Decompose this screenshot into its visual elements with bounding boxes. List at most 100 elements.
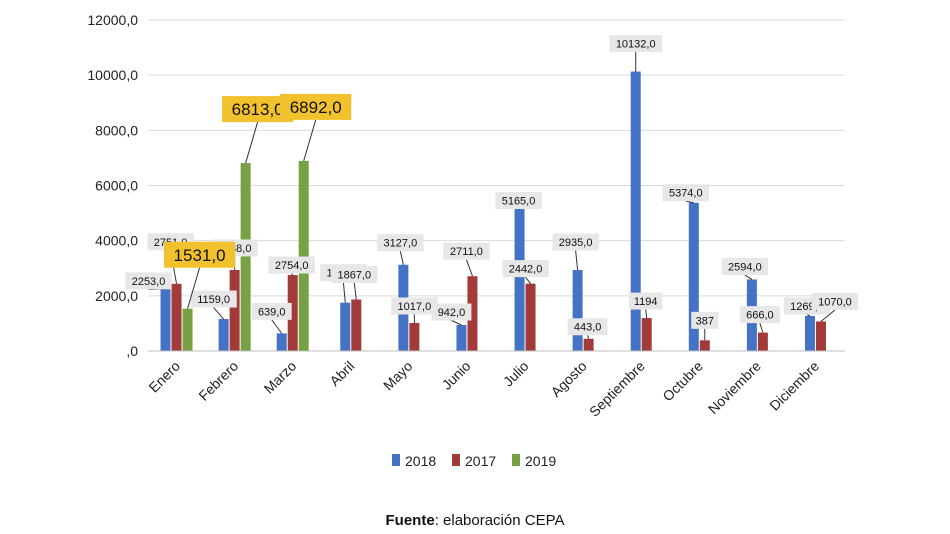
data-label-text: 3127,0 [384, 238, 418, 250]
data-label-highlight: 6892,0 [280, 93, 352, 162]
x-tick-label: Octubre [659, 358, 706, 405]
bar-2017-junio [467, 276, 478, 351]
bar-2017-agosto [583, 338, 594, 351]
bar-2018-marzo [276, 333, 287, 351]
y-axis: 12000,0 10000,0 8000,0 6000,0 4000,0 2000,0 ,0 [87, 12, 138, 359]
data-label: 2754,0 [268, 256, 315, 276]
bar-2018-septiembre [630, 71, 641, 351]
data-label-text: 5165,0 [502, 195, 536, 207]
data-label-box [163, 241, 236, 268]
leader-line [587, 335, 590, 339]
bar-2017-abril [351, 299, 362, 351]
bar-2017-octubre [699, 340, 710, 351]
data-label: 639,0 [251, 302, 292, 334]
data-label-text: 2594,0 [728, 261, 762, 273]
data-label-box [552, 233, 599, 251]
bar-2018-agosto [572, 270, 583, 351]
data-label-box [691, 311, 719, 329]
data-label: 5165,0 [495, 192, 542, 210]
y-tick-label: 4000,0 [95, 233, 138, 249]
leader-line [465, 259, 473, 277]
data-label: 2935,0 [552, 233, 599, 271]
data-labels: 2253,01159,0639,01752,03127,0942,05165,0… [125, 35, 859, 341]
data-label: 5374,0 [662, 184, 709, 204]
x-tick-label: Julio [500, 358, 532, 390]
leader-line [575, 250, 579, 271]
data-label-text: 2935,0 [559, 237, 593, 249]
legend: 2018 2017 2019 [392, 453, 556, 469]
leader-line [245, 121, 259, 164]
data-label-text: 1159,0 [197, 294, 230, 306]
bar-2019-enero [182, 308, 193, 351]
data-label-box [721, 257, 769, 275]
data-label-box [443, 242, 490, 260]
bar-2019-marzo [298, 160, 309, 351]
bar-2017-marzo [287, 275, 298, 351]
y-tick-label: 10000,0 [87, 67, 138, 83]
gridlines [148, 19, 845, 297]
data-label: 1017,0 [391, 297, 438, 323]
data-label: 443,0 [567, 318, 608, 339]
x-tick-label: Febrero [195, 358, 241, 404]
bar-2017-diciembre [815, 321, 826, 351]
bar-2019-febrero [240, 163, 251, 351]
data-label: 942,0 [431, 303, 472, 326]
bar-2017-enero [171, 283, 182, 351]
y-tick-label: 8000,0 [95, 122, 138, 138]
leader-line [645, 309, 648, 319]
data-label-box [502, 260, 549, 278]
bar-2018-abril [340, 302, 351, 351]
x-tick-label: Agosto [548, 358, 590, 400]
data-label-text: 6813,0 [232, 100, 284, 119]
source-label: Fuente [385, 512, 435, 529]
data-label-text: 2253,0 [132, 276, 166, 288]
bar-2018-diciembre [804, 315, 815, 351]
data-label-text: 443,0 [574, 322, 602, 334]
data-label-box [190, 290, 237, 308]
leader-line [685, 200, 694, 204]
source-text: : elaboración CEPA [434, 512, 565, 529]
data-label-text: 1531,0 [174, 246, 226, 265]
data-label-text: 2754,0 [275, 260, 309, 272]
y-tick-label: 2000,0 [95, 288, 138, 304]
data-label-text: 639,0 [258, 306, 286, 318]
leader-line [744, 274, 753, 280]
bar-chart: 12000,0 10000,0 8000,0 6000,0 4000,0 2000,0 ,0… [87, 12, 859, 469]
data-label: 1070,0 [811, 292, 859, 322]
bar-2018-enero [160, 288, 171, 351]
data-label-box [662, 184, 709, 202]
data-label-text: 942,0 [438, 307, 466, 319]
leader-line [342, 281, 346, 303]
legend-label-2017: 2017 [465, 453, 496, 469]
bar-2017-febrero [229, 269, 240, 351]
x-tick-label: Mayo [380, 358, 416, 394]
bar-2017-septiembre [641, 318, 652, 351]
data-label-box [811, 292, 859, 310]
data-label-box [567, 318, 608, 336]
data-label-box [431, 303, 472, 321]
data-label: 3127,0 [377, 234, 424, 265]
leader-line [353, 282, 357, 300]
y-tick-label: 6000,0 [95, 178, 138, 194]
leader-line [820, 309, 836, 322]
data-label-text: 10132,0 [616, 38, 656, 50]
data-label-box [609, 35, 663, 53]
data-label-text: 1194 [634, 296, 658, 308]
leader-line [759, 322, 764, 333]
data-label: 10132,0 [609, 35, 663, 72]
bar-2018-julio [514, 208, 525, 351]
source-note: Fuente: elaboración CEPA [0, 512, 950, 529]
bar-2017-mayo [409, 322, 420, 351]
data-label-box [280, 93, 352, 120]
x-tick-label: Marzo [261, 358, 300, 397]
data-label-text: 1867,0 [337, 269, 371, 281]
data-label-box [628, 292, 663, 310]
x-tick-label: Noviembre [705, 358, 764, 417]
data-label: 1159,0 [190, 290, 237, 320]
x-tick-label: Enero [145, 358, 183, 396]
data-label-text: 1017,0 [398, 301, 432, 313]
data-label: 2253,0 [125, 272, 172, 290]
data-label-highlight: 1531,0 [163, 241, 236, 309]
data-label-text: 387 [696, 315, 714, 327]
legend-label-2018: 2018 [405, 453, 436, 469]
